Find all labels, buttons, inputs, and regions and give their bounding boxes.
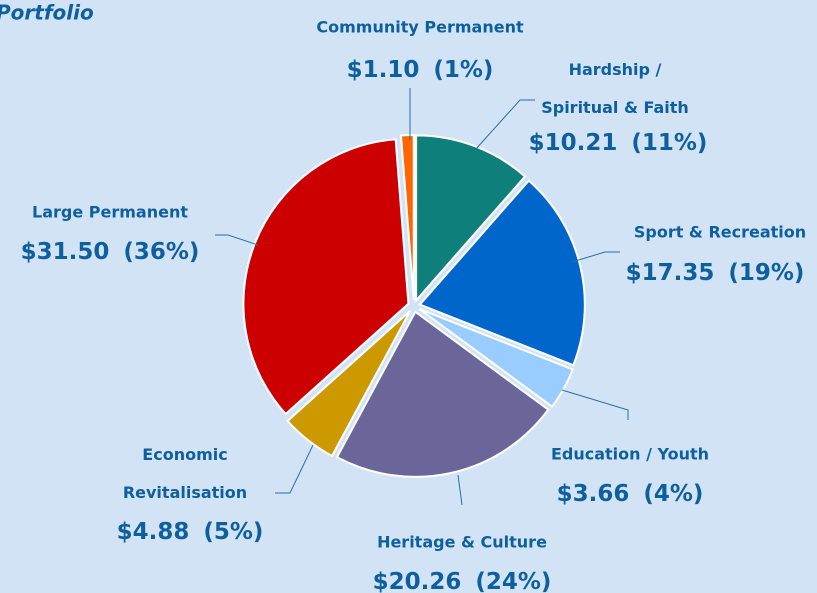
pie-slice (415, 134, 527, 304)
slice-name: Education / Youth (551, 445, 709, 464)
percent-label: (4%) (643, 481, 703, 507)
leader-line (457, 474, 463, 506)
slice-name: Community Permanent (316, 18, 524, 37)
slice-value: $31.50 (36%) (21, 239, 200, 265)
slice-name: Heritage & Culture (377, 533, 547, 552)
leader-line (215, 234, 259, 246)
pie-slice (286, 309, 412, 458)
slice-name: Sport & Recreation (634, 223, 806, 242)
leader-line (561, 389, 629, 420)
pie-slice (418, 179, 586, 367)
slice-value: $4.88 (5%) (117, 519, 264, 545)
chart-title: Portfolio (0, 1, 94, 25)
value-label: $10.21 (529, 130, 618, 156)
value-label: $3.66 (557, 481, 630, 507)
value-label: $31.50 (21, 239, 110, 265)
slice-value: $17.35 (19%) (626, 260, 805, 286)
pie-slice (399, 134, 415, 301)
percent-label: (11%) (631, 130, 707, 156)
slice-value: $10.21 (11%) (529, 130, 708, 156)
slice-value: $1.10 (1%) (347, 57, 494, 83)
leader-line (474, 99, 535, 151)
value-label: $20.26 (373, 569, 462, 593)
percent-label: (1%) (433, 57, 493, 83)
slice-value: $20.26 (24%) (373, 569, 552, 593)
slice-value: $3.66 (4%) (557, 481, 704, 507)
pie-slice (418, 307, 575, 409)
percent-label: (19%) (728, 260, 804, 286)
percent-label: (36%) (123, 239, 199, 265)
percent-label: (5%) (203, 519, 263, 545)
leader-line (571, 251, 620, 263)
value-label: $17.35 (626, 260, 715, 286)
slice-name: Large Permanent (32, 203, 188, 222)
percent-label: (24%) (475, 569, 551, 593)
leader-line (275, 444, 314, 494)
value-label: $4.88 (117, 519, 190, 545)
slice-name: Economic Revitalisation (123, 445, 247, 502)
value-label: $1.10 (347, 57, 420, 83)
pie-slice (335, 310, 550, 478)
pie-slice (242, 138, 410, 416)
slice-name: Hardship / Spiritual & Faith (541, 60, 689, 117)
